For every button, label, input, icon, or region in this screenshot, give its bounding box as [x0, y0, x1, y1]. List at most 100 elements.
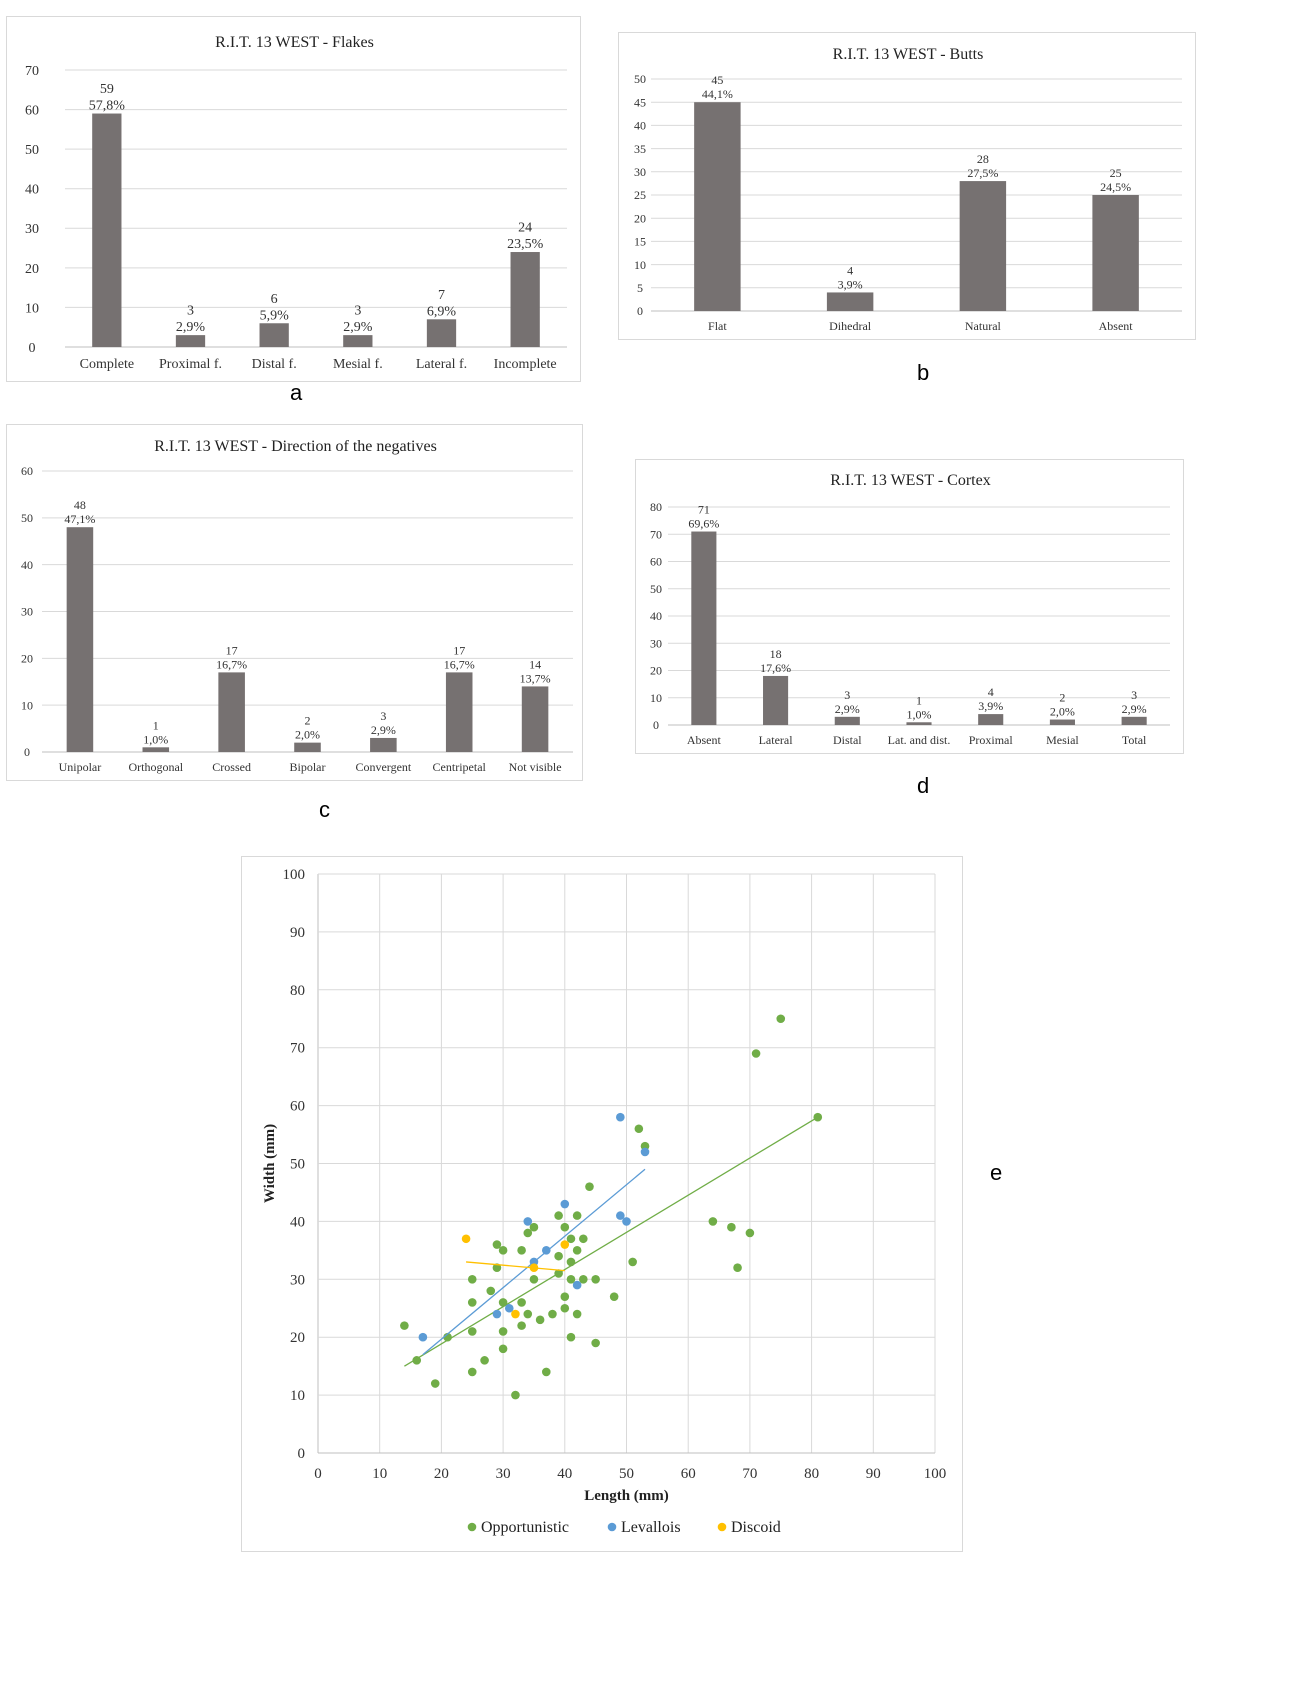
y-tick-label: 0 [298, 1446, 306, 1462]
bar-value-label: 3 [354, 304, 361, 319]
bar-percent-label: 27,5% [967, 166, 998, 180]
chart-title: R.I.T. 13 WEST - Flakes [215, 34, 374, 51]
chart-d-panel: R.I.T. 13 WEST - Cortex 0 10 20 30 40 50 60 70 80… [635, 459, 1184, 754]
y-tick-label: 10 [650, 691, 662, 705]
y-tick-label: 40 [21, 558, 33, 572]
chart-e-svg: 0 10 20 30 40 50 60 70 80 90 100 0 10 20 30 40 50 60 70 80 9… [262, 867, 947, 1536]
x-category-label: Bipolar [290, 760, 326, 774]
chart-e-panel: 0 10 20 30 40 50 60 70 80 90 100 0 10 20 30 40 50 60 70 80 9… [241, 856, 963, 1552]
data-point-opportunistic [498, 1246, 508, 1255]
bar-value-label: 2 [1059, 691, 1065, 705]
y-tick-label: 40 [290, 1214, 305, 1230]
data-point-opportunistic [467, 1327, 477, 1336]
x-category-label: Convergent [355, 760, 411, 774]
data-point-discoid [461, 1234, 471, 1244]
y-tick-label: 30 [650, 636, 662, 650]
bar-percent-label: 2,9% [835, 702, 860, 716]
data-point-discoid [511, 1309, 520, 1319]
data-point-opportunistic [492, 1263, 502, 1273]
y-tick-label: 50 [25, 143, 39, 158]
bar-value-label: 24 [518, 221, 532, 236]
x-tick-label: 0 [314, 1466, 322, 1482]
bar-value-label: 1 [916, 693, 922, 707]
data-point-opportunistic [566, 1234, 576, 1244]
bar [92, 113, 122, 348]
bar-value-label: 1 [153, 718, 159, 732]
y-tick-label: 40 [25, 183, 39, 198]
y-tick-label: 10 [634, 258, 646, 272]
x-category-label: Lat. and dist. [888, 733, 951, 747]
bar [959, 181, 1007, 311]
data-point-opportunistic [572, 1309, 582, 1319]
chart-c-svg: R.I.T. 13 WEST - Direction of the negati… [21, 438, 573, 774]
y-tick-label: 0 [653, 718, 659, 732]
data-point-opportunistic [467, 1367, 477, 1377]
bar [218, 672, 245, 752]
x-category-label: Unipolar [59, 760, 102, 774]
data-point-opportunistic [412, 1356, 422, 1365]
y-tick-label: 50 [290, 1157, 305, 1173]
x-tick-label: 100 [924, 1466, 947, 1482]
bar-percent-label: 2,9% [343, 320, 373, 335]
chart-a-panel: R.I.T. 13 WEST - Flakes 0 10 20 30 40 50 60 70 59… [6, 16, 581, 382]
bar [826, 292, 874, 311]
data-point-levallois [640, 1147, 650, 1157]
y-tick-label: 30 [21, 605, 33, 619]
data-point-opportunistic [523, 1228, 533, 1238]
data-point-opportunistic [467, 1275, 477, 1284]
chart-title: R.I.T. 13 WEST - Cortex [830, 472, 990, 489]
legend-marker-levallois [607, 1522, 617, 1532]
data-point-levallois [560, 1199, 570, 1209]
data-point-levallois [418, 1332, 428, 1342]
y-tick-label: 0 [29, 341, 36, 356]
legend-marker-discoid [717, 1522, 727, 1532]
legend-label: Opportunistic [481, 1519, 569, 1536]
data-point-opportunistic [634, 1124, 644, 1134]
data-point-opportunistic [560, 1292, 570, 1301]
bar-percent-label: 13,7% [520, 671, 551, 685]
bar [1092, 195, 1139, 311]
data-point-levallois [622, 1217, 631, 1226]
bar [1121, 716, 1147, 725]
bar-percent-label: 17,6% [760, 661, 791, 675]
x-category-label: Flat [708, 319, 727, 333]
y-tick-label: 35 [634, 142, 646, 156]
bar-percent-label: 16,7% [216, 657, 247, 671]
chart-b-svg: R.I.T. 13 WEST - Butts051015202530354045… [634, 46, 1182, 333]
bar-value-label: 25 [1110, 166, 1122, 180]
data-point-opportunistic [498, 1298, 508, 1307]
data-point-opportunistic [733, 1263, 742, 1273]
x-category-label: Natural [965, 319, 1002, 333]
bar-value-label: 3 [844, 688, 850, 702]
x-tick-label: 40 [557, 1466, 572, 1482]
legend-label: Levallois [621, 1519, 681, 1536]
data-point-opportunistic [560, 1222, 570, 1232]
y-tick-label: 25 [634, 188, 646, 202]
data-point-opportunistic [591, 1338, 600, 1348]
y-tick-label: 20 [290, 1330, 305, 1346]
x-tick-label: 20 [434, 1466, 449, 1482]
x-category-label: Crossed [212, 760, 251, 774]
data-point-levallois [616, 1211, 625, 1220]
bar-percent-label: 2,9% [176, 320, 206, 335]
y-tick-label: 50 [650, 582, 662, 596]
bar [426, 319, 457, 347]
data-point-opportunistic [517, 1298, 526, 1307]
data-point-levallois [523, 1217, 533, 1226]
bar [694, 102, 741, 311]
bar [66, 527, 94, 752]
chart-c-panel: R.I.T. 13 WEST - Direction of the negati… [6, 424, 583, 781]
y-tick-label: 0 [24, 745, 30, 759]
y-tick-label: 50 [21, 511, 33, 525]
bar-value-label: 45 [711, 73, 723, 87]
panel-letter-c: c [319, 797, 330, 822]
data-point-levallois [504, 1303, 514, 1313]
bar-value-label: 7 [438, 288, 445, 303]
x-category-label: Dihedral [829, 319, 872, 333]
trendline-discoid [466, 1261, 565, 1272]
bar [142, 747, 170, 752]
data-point-opportunistic [467, 1298, 477, 1307]
data-point-opportunistic [554, 1251, 563, 1261]
data-point-opportunistic [554, 1211, 563, 1220]
bar-value-label: 4 [988, 685, 994, 699]
